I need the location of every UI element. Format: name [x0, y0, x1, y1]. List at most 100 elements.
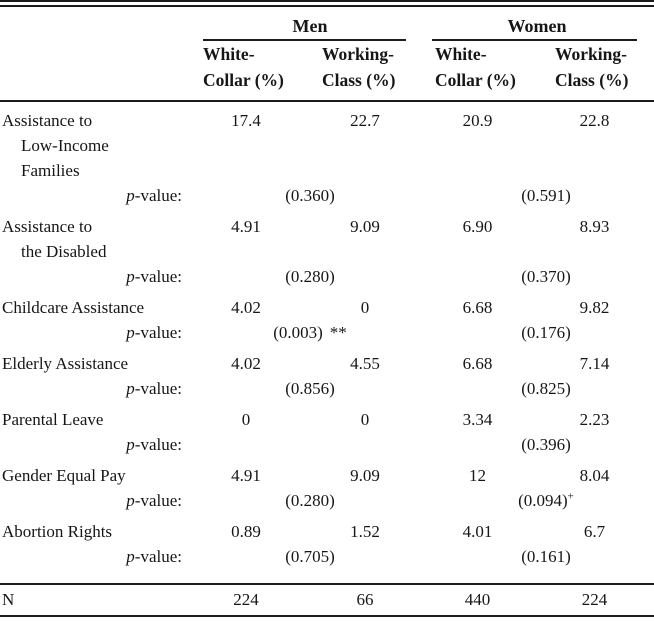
table-row: Assistance to 4.91 9.09 6.90 8.93 the Di…	[0, 214, 654, 289]
row-label: Assistance to	[2, 111, 93, 130]
value-cell: 0	[241, 410, 251, 429]
p-value-line: p-value: (0.396)	[0, 432, 654, 457]
value-line: Childcare Assistance 4.02 0 6.68 9.82	[0, 295, 654, 320]
footer-rule-top	[0, 583, 654, 585]
column-group-men: Men	[200, 13, 420, 41]
p-value-women: (0.094)+	[420, 488, 654, 513]
value-line: Elderly Assistance 4.02 4.55 6.68 7.14	[0, 351, 654, 376]
value-cell: 3.34	[462, 410, 493, 429]
column-header-line: Class (%)	[555, 70, 629, 90]
p-italic: p	[126, 267, 135, 286]
row-label: Abortion Rights	[2, 522, 113, 541]
value-cell: 8.93	[579, 217, 610, 236]
column-group-women: Women	[420, 13, 654, 41]
table-body: Assistance to 17.4 22.7 20.9 22.8 Low-In…	[0, 102, 654, 583]
n-value: 224	[233, 590, 259, 609]
column-group-header: Men Women	[0, 7, 654, 41]
column-header-men-working-class: Working- Class (%)	[310, 41, 420, 93]
column-header-line: Working-	[555, 44, 627, 64]
column-header-women-working-class: Working- Class (%)	[535, 41, 654, 93]
column-header-women-white-collar: White- Collar (%)	[420, 41, 535, 93]
column-headers: White- Collar (%) Working- Class (%) Whi…	[0, 41, 654, 100]
p-rest: -value:	[134, 491, 182, 510]
header-separator-rule	[0, 100, 654, 102]
value-cell: 17.4	[231, 111, 261, 130]
value-cell: 4.02	[231, 298, 261, 317]
p-value-line: p-value: (0.280) (0.370)	[0, 264, 654, 289]
value-cell: 7.14	[579, 354, 610, 373]
p-value-women: (0.370)	[420, 264, 654, 289]
n-value: 224	[581, 590, 608, 609]
table-row: Gender Equal Pay 4.91 9.09 12 8.04 p-val…	[0, 463, 654, 513]
row-label: Parental Leave	[2, 410, 104, 429]
value-cell: 6.90	[462, 217, 493, 236]
column-header-line: Working-	[322, 44, 394, 64]
label-line: Low-Income	[0, 133, 654, 158]
value-cell: 6.68	[462, 298, 493, 317]
n-value: 440	[464, 590, 491, 609]
p-value-text: (0.161)	[521, 547, 571, 566]
p-value-label: p-value:	[0, 183, 200, 208]
value-cell: 12	[469, 466, 486, 485]
p-value-line: p-value: (0.003) ** (0.176)	[0, 320, 654, 345]
value-cell: 4.01	[462, 522, 493, 541]
p-value-label: p-value:	[0, 488, 200, 513]
p-value-text: (0.591)	[521, 186, 571, 205]
p-rest: -value:	[134, 323, 182, 342]
p-value-men: (0.003) **	[200, 320, 420, 345]
header-spacer-cell	[0, 41, 200, 93]
p-value-label: p-value:	[0, 320, 200, 345]
p-value-text: (0.176)	[521, 323, 571, 342]
footer-rule-bottom	[0, 615, 654, 617]
p-value-men: (0.705)	[200, 544, 420, 569]
p-value-text: (0.003)	[273, 323, 323, 342]
column-header-line: Collar (%)	[435, 70, 516, 90]
value-line: Abortion Rights 0.89 1.52 4.01 6.7	[0, 519, 654, 544]
men-spanner-rule	[203, 39, 406, 41]
n-value: 66	[356, 590, 374, 609]
p-value-text: (0.280)	[285, 267, 335, 286]
p-value-men: (0.280)	[200, 488, 420, 513]
value-line: Assistance to 4.91 9.09 6.90 8.93	[0, 214, 654, 239]
row-label: Assistance to	[2, 217, 93, 236]
p-italic: p	[126, 186, 135, 205]
table-row: Parental Leave 0 0 3.34 2.23 p-value: (0…	[0, 407, 654, 457]
value-cell: 0	[360, 410, 370, 429]
group-label-men: Men	[292, 16, 328, 36]
value-line: Gender Equal Pay 4.91 9.09 12 8.04	[0, 463, 654, 488]
p-value-label: p-value:	[0, 376, 200, 401]
p-rest: -value:	[134, 186, 182, 205]
p-value-women: (0.591)	[420, 183, 654, 208]
row-label-continued: Families	[21, 161, 80, 180]
value-cell: 4.91	[231, 217, 261, 236]
n-label: N	[2, 590, 15, 609]
p-value-line: p-value: (0.360) (0.591)	[0, 183, 654, 208]
column-header-men-white-collar: White- Collar (%)	[200, 41, 310, 93]
p-value-text: (0.094)	[518, 491, 568, 510]
value-cell: 0	[360, 298, 370, 317]
value-cell: 9.09	[350, 466, 380, 485]
value-line: Assistance to 17.4 22.7 20.9 22.8	[0, 108, 654, 133]
sample-size-row: N 224 66 440 224	[0, 585, 654, 615]
p-rest: -value:	[134, 379, 182, 398]
value-cell: 1.52	[350, 522, 380, 541]
p-value-line: p-value: (0.856) (0.825)	[0, 376, 654, 401]
value-cell: 9.82	[579, 298, 610, 317]
value-cell: 4.02	[231, 354, 261, 373]
value-cell: 20.9	[462, 111, 493, 130]
p-value-women: (0.161)	[420, 544, 654, 569]
row-label: Gender Equal Pay	[2, 466, 126, 485]
p-value-line: p-value: (0.705) (0.161)	[0, 544, 654, 569]
p-value-women: (0.396)	[420, 432, 654, 457]
value-cell: 4.91	[231, 466, 261, 485]
group-label-women: Women	[507, 16, 567, 36]
p-italic: p	[126, 547, 135, 566]
value-cell: 22.8	[579, 111, 610, 130]
significance-mark: **	[329, 323, 347, 342]
value-line: Parental Leave 0 0 3.34 2.23	[0, 407, 654, 432]
p-value-line: p-value: (0.280) (0.094)+	[0, 488, 654, 513]
value-cell: 9.09	[350, 217, 380, 236]
table-row: Childcare Assistance 4.02 0 6.68 9.82 p-…	[0, 295, 654, 345]
top-double-rule	[0, 0, 654, 7]
